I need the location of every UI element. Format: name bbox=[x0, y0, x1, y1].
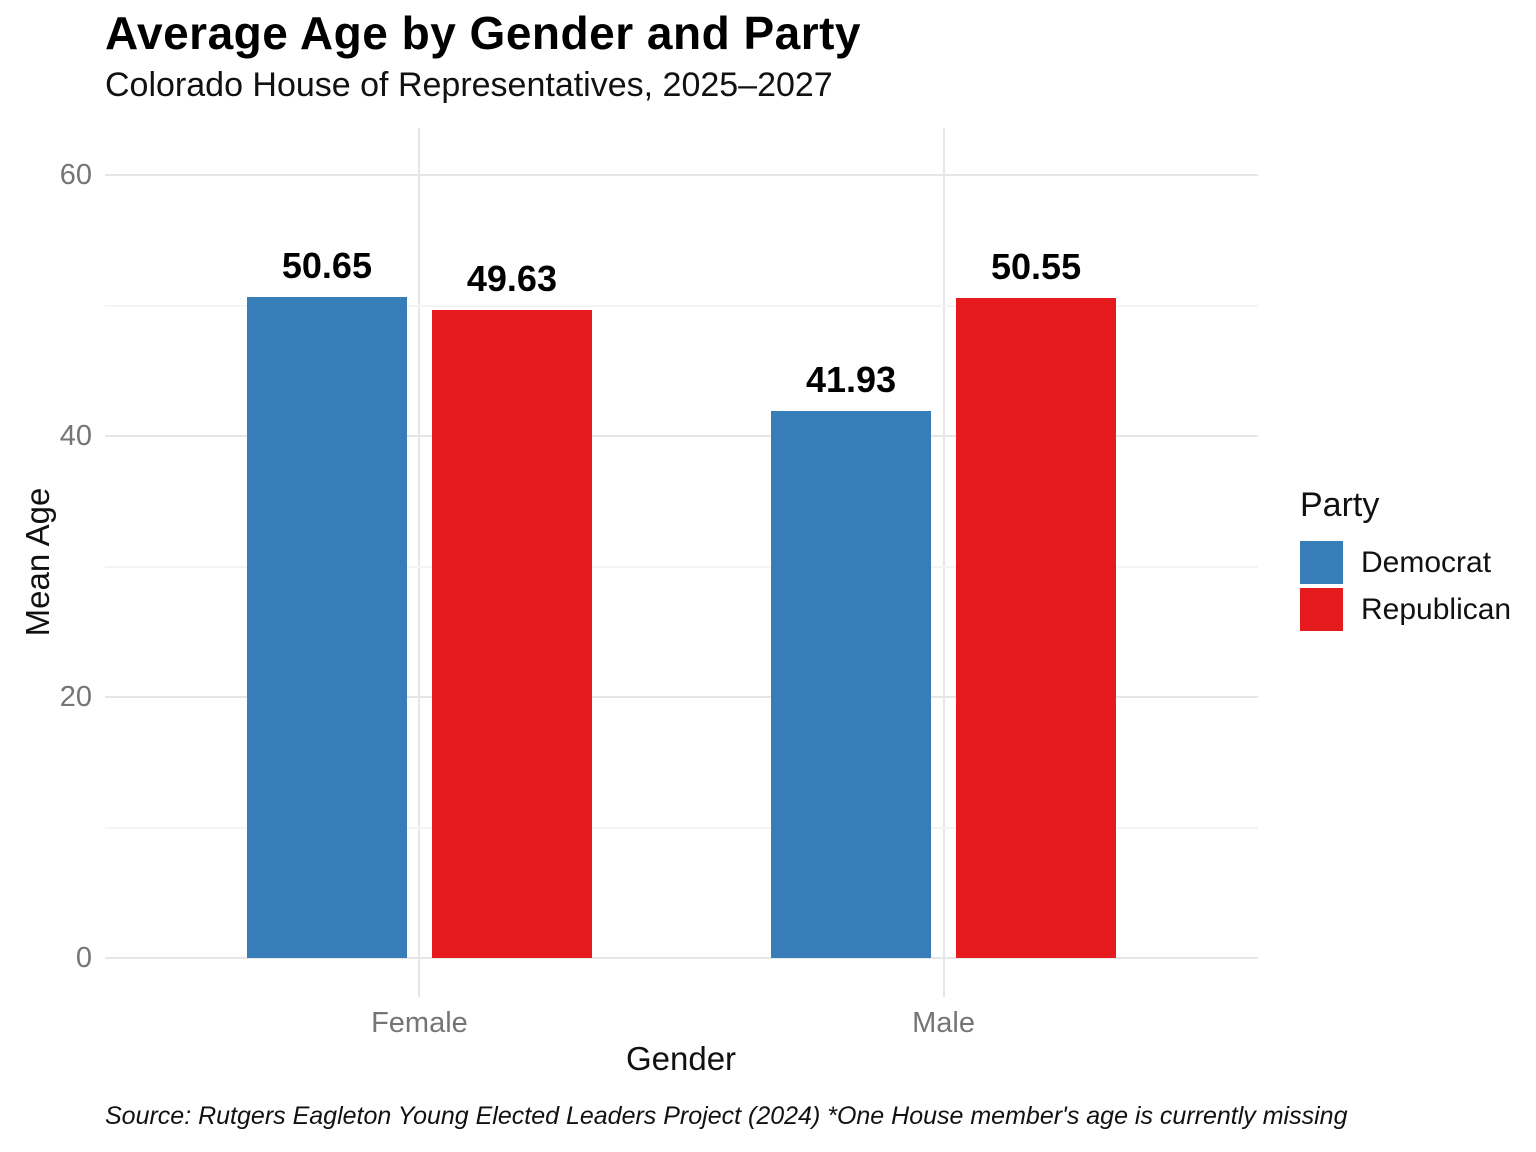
chart-subtitle: Colorado House of Representatives, 2025–… bbox=[105, 66, 833, 104]
y-tick-20: 20 bbox=[59, 681, 92, 713]
bar-value-republican-male: 50.55 bbox=[991, 246, 1082, 288]
legend-label-republican: Republican bbox=[1361, 592, 1512, 626]
legend-item-democrat: Democrat bbox=[1300, 541, 1511, 584]
minor-gridline-30 bbox=[105, 565, 1258, 568]
major-gridline-40 bbox=[105, 435, 1258, 437]
major-gridline-60 bbox=[105, 174, 1258, 176]
x-tick-male: Male bbox=[912, 1007, 975, 1039]
legend-item-republican: Republican bbox=[1300, 588, 1511, 631]
y-tick-40: 40 bbox=[59, 420, 92, 452]
vertical-gridline-male bbox=[942, 128, 945, 997]
bar-democrat-male bbox=[771, 410, 932, 958]
bar-republican-male bbox=[956, 298, 1117, 958]
minor-gridline-50 bbox=[105, 304, 1258, 307]
bar-democrat-female bbox=[246, 297, 407, 958]
major-gridline-20 bbox=[105, 696, 1258, 698]
major-gridline-0 bbox=[105, 957, 1258, 959]
legend: Party Democrat Republican bbox=[1300, 486, 1511, 635]
bar-republican-female bbox=[431, 310, 592, 958]
chart-title: Average Age by Gender and Party bbox=[105, 7, 862, 59]
legend-label-democrat: Democrat bbox=[1361, 545, 1492, 579]
y-tick-60: 60 bbox=[59, 159, 92, 191]
y-tick-0: 0 bbox=[75, 942, 92, 974]
minor-gridline-10 bbox=[105, 826, 1258, 829]
bar-value-democrat-female: 50.65 bbox=[281, 245, 372, 287]
x-axis-title: Gender bbox=[625, 1040, 737, 1077]
plot-panel: 50.65 49.63 41.93 50.55 bbox=[105, 128, 1258, 997]
legend-title: Party bbox=[1300, 486, 1380, 524]
republican-swatch-icon bbox=[1300, 588, 1343, 631]
source-caption: Source: Rutgers Eagleton Young Elected L… bbox=[105, 1102, 1348, 1130]
vertical-gridline-female bbox=[418, 128, 421, 997]
democrat-swatch-icon bbox=[1300, 541, 1343, 584]
y-axis-title: Mean Age bbox=[19, 487, 56, 637]
x-tick-female: Female bbox=[371, 1007, 468, 1039]
bar-value-democrat-male: 41.93 bbox=[806, 358, 897, 400]
bar-value-republican-female: 49.63 bbox=[466, 258, 557, 300]
